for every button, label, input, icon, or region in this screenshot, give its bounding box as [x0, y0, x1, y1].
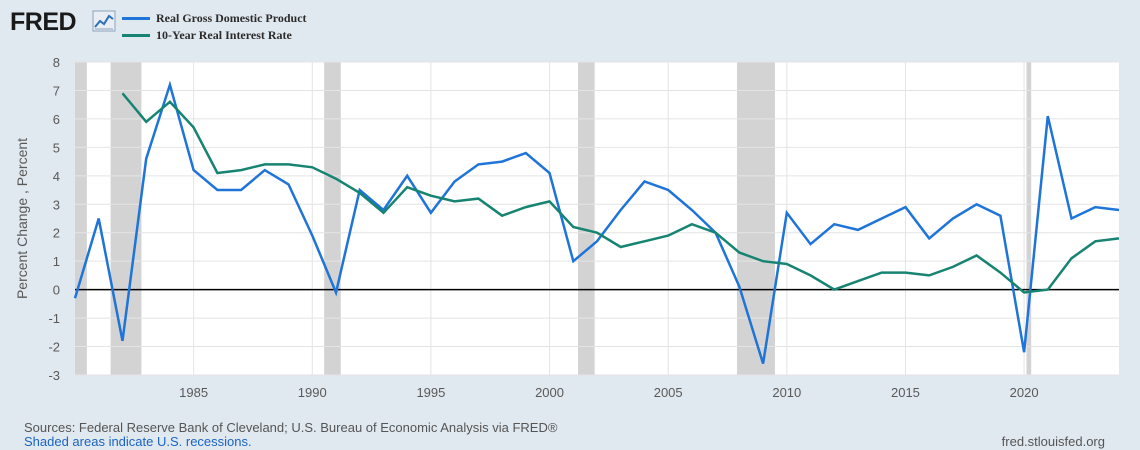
- legend-item-gdp[interactable]: Real Gross Domestic Product: [122, 10, 307, 27]
- x-tick-label: 2020: [1010, 385, 1039, 400]
- recession-band-0: [75, 62, 87, 375]
- x-tick-label: 1990: [298, 385, 327, 400]
- x-tick-label: 2010: [772, 385, 801, 400]
- y-tick-label: -1: [48, 311, 60, 326]
- recession-band-3: [578, 62, 595, 375]
- header: FRED Real Gross Domestic Product 10-Year…: [10, 6, 610, 46]
- y-axis-ticks: -3 -2 -1 0 1 2 3 4 5 6 7 8: [48, 55, 60, 383]
- y-tick-label: 6: [53, 112, 60, 127]
- x-tick-label: 1985: [179, 385, 208, 400]
- y-tick-label: 5: [53, 140, 60, 155]
- y-tick-label: 4: [53, 169, 60, 184]
- y-tick-label: -2: [48, 340, 60, 355]
- y-tick-label: 2: [53, 226, 60, 241]
- y-tick-label: 0: [53, 283, 60, 298]
- y-tick-label: 8: [53, 55, 60, 70]
- legend-item-rate[interactable]: 10-Year Real Interest Rate: [122, 27, 307, 44]
- grid: [75, 61, 1119, 376]
- series-line-gdp[interactable]: [73, 80, 1120, 364]
- y-tick-label: -3: [48, 368, 60, 383]
- x-tick-label: 2000: [535, 385, 564, 400]
- x-tick-label: 2005: [654, 385, 683, 400]
- series-lines: [73, 80, 1120, 364]
- legend-label-gdp: Real Gross Domestic Product: [156, 11, 307, 25]
- legend: Real Gross Domestic Product 10-Year Real…: [122, 10, 307, 44]
- footer-sources: Sources: Federal Reserve Bank of Clevela…: [24, 420, 558, 435]
- chart-line-icon: [92, 10, 116, 32]
- x-tick-label: 2015: [891, 385, 920, 400]
- legend-swatch-gdp: [122, 17, 150, 20]
- fred-logo[interactable]: FRED: [10, 8, 77, 36]
- y-tick-label: 7: [53, 83, 60, 98]
- series-line-rate[interactable]: [121, 92, 1120, 294]
- plot-area: [75, 62, 1119, 375]
- footer-url[interactable]: fred.stlouisfed.org: [1001, 434, 1105, 449]
- x-axis-ticks: 1985 1990 1995 2000 2005 2010 2015 2020: [179, 385, 1038, 400]
- recession-band-2: [324, 62, 341, 375]
- x-tick-label: 1995: [416, 385, 445, 400]
- y-axis-label: Percent Change , Percent: [14, 138, 30, 299]
- footer-recession-note[interactable]: Shaded areas indicate U.S. recessions.: [24, 434, 252, 449]
- legend-label-rate: 10-Year Real Interest Rate: [156, 28, 292, 42]
- y-tick-label: 3: [53, 197, 60, 212]
- recession-band-5: [1026, 62, 1032, 375]
- legend-swatch-rate: [122, 34, 150, 37]
- y-tick-label: 1: [53, 254, 60, 269]
